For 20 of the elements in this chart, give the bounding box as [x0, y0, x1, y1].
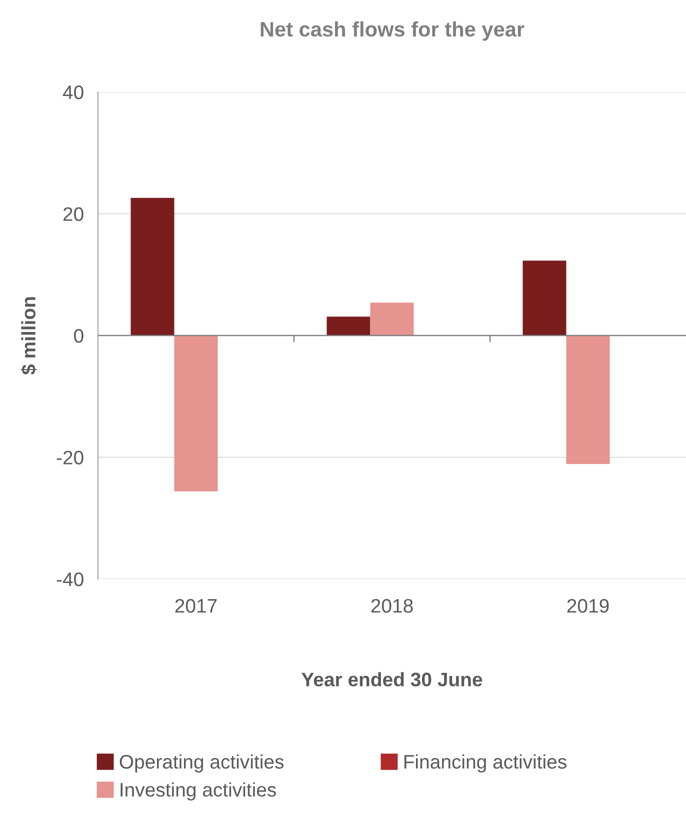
x-tick-label: 2017	[175, 598, 217, 613]
y-tick-label: -40	[56, 572, 84, 586]
x-tick-label: 2018	[371, 598, 413, 613]
y-tick-label: -20	[56, 450, 84, 464]
bar	[566, 336, 610, 464]
x-axis-title: Year ended 30 June	[302, 672, 482, 686]
bar	[370, 302, 414, 336]
bar	[326, 316, 370, 336]
bar	[130, 198, 174, 336]
chart-title: Net cash flows for the year	[260, 21, 524, 41]
legend-label: Financing activities	[404, 754, 566, 773]
bar	[174, 336, 218, 492]
legend-label: Operating activities	[120, 754, 284, 773]
y-tick-label: 40	[62, 85, 84, 100]
x-tick-label: 2019	[567, 598, 609, 613]
legend-label: Investing activities	[120, 782, 276, 800]
y-axis-title: $ million	[20, 297, 37, 375]
y-tick-label: 0	[74, 328, 84, 343]
bar	[522, 260, 566, 336]
y-tick-label: 20	[63, 207, 84, 221]
